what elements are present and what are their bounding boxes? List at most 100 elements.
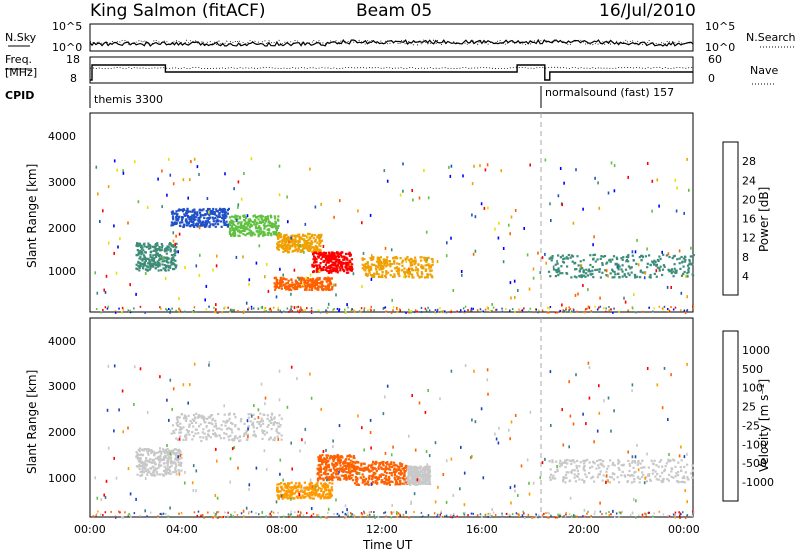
power-cell-1-222 [202,220,205,223]
power-clutter-219 [472,307,474,310]
velocity-cell-0-173 [141,461,144,464]
power-cell-1-235 [208,214,211,217]
velocity-cell-5-244 [428,472,431,475]
velocity-cell-3-148 [348,477,351,481]
velocity-clutter-173 [527,513,530,516]
power-noise-193 [644,271,646,275]
velocity-cell-4-241 [392,470,395,474]
power-cell-3-155 [291,250,294,253]
power-cell-4-181 [320,269,323,272]
power-clutter-156 [693,306,695,309]
velocity-cell-1-33 [229,421,233,424]
velocity-noise-138 [470,456,472,460]
velocity-cell-1-74 [227,435,230,438]
velocity-noise-67 [473,369,475,373]
power-noise-201 [607,191,610,195]
velocity-cell-2-194 [329,495,332,498]
power-cell-2-15 [277,224,280,228]
power-cell-3-71 [308,232,311,236]
velocity-cell-4-78 [400,469,403,473]
velocity-clutter-34 [548,512,551,515]
velocity-noise-140 [405,510,407,514]
velocity-cell-0-56 [155,471,158,474]
velocity-cell-0-134 [166,459,169,462]
power-ytick-3000: 3000 [48,176,76,189]
power-cell-6-216 [361,257,364,260]
power-cell-2-60 [230,233,233,236]
power-noise-164 [182,178,185,182]
power-cell-5-226 [309,284,312,287]
velocity-cell-5-88 [417,483,420,486]
velocity-clutter-217 [373,511,375,514]
power-clutter-56 [277,308,279,311]
power-cell-4-176 [327,258,331,261]
velocity-cell-4-184 [379,463,382,466]
velocity-cell-2-173 [287,483,290,486]
power-cell-7-246 [683,260,687,263]
velocity-noise-142 [350,460,353,464]
power-noise-215 [105,274,108,278]
velocity-cell-4-85 [367,483,370,486]
power-cell-4-248 [322,255,325,258]
power-cell-4-226 [337,255,341,259]
velocity-cell-5-161 [415,473,418,476]
power-cell-4-221 [347,271,350,274]
power-cell-6-246 [415,266,418,269]
power-cell-4-209 [311,263,314,266]
velocity-cell-3-86 [331,457,335,460]
velocity-noise-178 [568,380,570,384]
velocity-cell-0-82 [172,471,175,474]
power-cell-2-158 [245,221,248,224]
power-noise-229 [370,277,373,281]
power-cell-0-226 [141,262,144,265]
power-cell-6-147 [385,259,388,262]
velocity-noise-221 [216,496,219,500]
power-noise-96 [287,220,289,224]
power-clutter-149 [563,310,565,313]
velocity-cell-4-250 [382,473,385,476]
power-clutter-295 [489,310,491,312]
velocity-cell-2-95 [291,497,294,500]
velocity-cell-6-150 [618,468,621,471]
velocity-cell-3-140 [322,479,325,482]
power-noise-166 [278,193,281,197]
power-clutter-299 [277,306,279,309]
velocity-noise-98 [309,478,312,482]
power-cell-7-160 [640,254,643,257]
velocity-noise-9 [526,458,529,462]
velocity-cell-1-156 [188,433,191,436]
power-cell-5-113 [279,284,282,287]
power-cell-7-78 [653,263,656,266]
velocity-cell-6-8 [640,466,643,469]
power-cell-5-236 [313,285,316,288]
power-cell-1-66 [190,215,193,218]
power-noise-179 [480,202,483,206]
power-cell-2-20 [249,223,252,226]
power-cell-0-98 [139,246,142,249]
power-cell-6-236 [393,256,396,259]
power-cell-7-106 [591,265,594,269]
velocity-cell-2-99 [300,490,303,493]
velocity-cell-6-36 [552,474,555,477]
velocity-cell-0-14 [166,453,169,456]
power-clutter-58 [168,308,170,310]
velocity-cell-1-87 [268,419,271,422]
power-noise-132 [580,264,582,267]
velocity-cell-2-203 [278,483,281,486]
power-cell-3-126 [298,240,301,243]
power-cell-3-162 [277,245,280,248]
velocity-cell-4-11 [356,465,359,468]
power-cell-6-249 [403,267,406,270]
power-cell-1-26 [175,217,178,220]
velocity-cell-3-94 [319,477,322,480]
power-clutter-97 [680,309,682,312]
velocity-noise-219 [562,443,565,447]
power-cell-7-227 [566,265,569,268]
power-cell-1-11 [212,217,215,220]
power-clutter-263 [537,311,539,314]
power-cell-6-102 [379,260,382,263]
power-cell-1-203 [195,223,198,226]
velocity-cell-2-160 [327,490,331,493]
velocity-clutter-129 [479,513,482,516]
velocity-cell-0-193 [162,474,165,477]
